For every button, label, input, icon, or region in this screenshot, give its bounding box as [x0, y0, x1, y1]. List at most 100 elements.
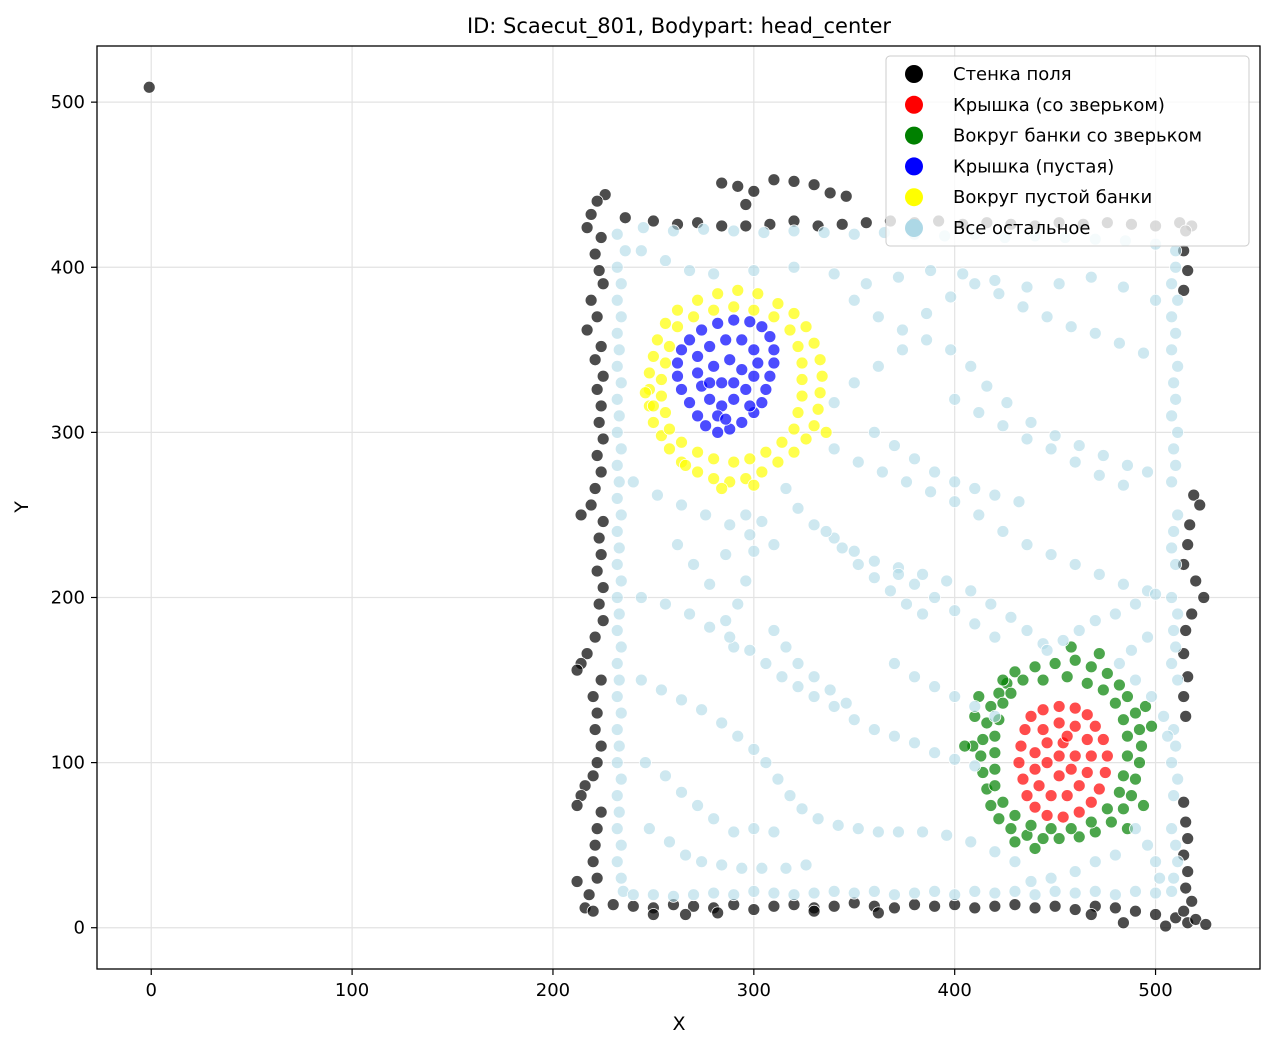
data-point: [646, 416, 660, 429]
data-point: [1088, 614, 1102, 628]
data-point: [703, 376, 717, 390]
data-point: [1088, 326, 1102, 340]
data-point: [1157, 709, 1170, 723]
data-point: [813, 353, 827, 367]
data-point: [715, 219, 729, 233]
data-point: [1004, 822, 1018, 836]
data-point: [596, 614, 610, 628]
data-point: [751, 287, 765, 301]
data-point: [988, 746, 1002, 760]
data-point: [787, 224, 801, 238]
data-point: [1020, 432, 1034, 446]
data-point: [924, 264, 937, 277]
legend-label: Вокруг пустой банки: [953, 187, 1152, 208]
data-point: [675, 383, 688, 396]
data-point: [835, 541, 849, 555]
data-point: [659, 406, 672, 419]
data-point: [1068, 749, 1082, 763]
data-point: [948, 888, 962, 902]
data-point: [715, 858, 729, 872]
data-point: [888, 901, 901, 915]
data-point: [703, 392, 717, 406]
data-point: [731, 597, 745, 611]
data-point: [875, 465, 889, 479]
data-point: [867, 884, 881, 898]
data-point: [610, 293, 624, 307]
data-point: [596, 581, 610, 594]
data-point: [1044, 789, 1058, 803]
legend-label: Стенка поля: [953, 64, 1072, 85]
data-point: [908, 736, 921, 750]
data-point: [859, 216, 873, 230]
data-point: [1064, 762, 1078, 776]
data-point: [799, 858, 813, 872]
data-point: [651, 333, 664, 347]
data-point: [610, 326, 624, 340]
data-point: [695, 855, 708, 869]
data-point: [1092, 647, 1106, 661]
data-point: [699, 508, 713, 522]
data-point: [743, 528, 757, 542]
data-point: [755, 465, 769, 479]
data-point: [992, 287, 1006, 301]
data-point: [1121, 729, 1134, 743]
series-2: [958, 640, 1158, 855]
data-point: [646, 888, 660, 902]
data-point: [819, 425, 833, 439]
data-point: [659, 254, 672, 268]
data-point: [727, 376, 741, 390]
data-point: [596, 515, 610, 528]
data-point: [944, 290, 958, 304]
data-point: [968, 482, 982, 495]
data-point: [723, 630, 737, 644]
data-point: [988, 762, 1002, 776]
data-point: [1004, 686, 1018, 700]
data-point: [703, 620, 717, 634]
data-point: [1129, 884, 1142, 898]
data-point: [791, 657, 805, 670]
data-point: [823, 683, 837, 697]
data-point: [727, 224, 741, 238]
data-point: [659, 597, 672, 611]
data-point: [1139, 700, 1152, 713]
data-point: [795, 373, 809, 386]
data-point: [1165, 657, 1179, 670]
data-point: [1177, 904, 1191, 918]
data-point: [867, 723, 881, 736]
data-point: [1161, 729, 1175, 743]
data-point: [1179, 815, 1193, 829]
data-point: [634, 673, 648, 687]
data-point: [1040, 310, 1054, 324]
data-point: [1032, 779, 1046, 793]
data-point: [1056, 810, 1070, 824]
data-point: [739, 198, 753, 211]
data-point: [867, 571, 881, 585]
data-point: [1117, 802, 1130, 816]
data-point: [908, 670, 921, 684]
data-point: [1028, 842, 1042, 855]
data-point: [612, 739, 626, 753]
data-point: [1121, 458, 1134, 472]
data-point: [612, 805, 626, 819]
data-point: [984, 799, 998, 812]
data-point: [715, 376, 729, 390]
data-point: [1129, 772, 1142, 786]
data-point: [610, 855, 624, 869]
data-point: [948, 752, 962, 766]
data-point: [1028, 762, 1042, 776]
data-point: [1169, 458, 1183, 472]
plot-frame: [96, 45, 1261, 970]
data-point: [1171, 293, 1185, 307]
data-point: [1060, 729, 1074, 743]
data-point: [614, 871, 628, 885]
data-point: [767, 825, 781, 839]
data-point: [1117, 280, 1130, 294]
data-point: [655, 683, 668, 697]
data-point: [1016, 673, 1030, 687]
data-point: [687, 310, 700, 324]
data-point: [767, 899, 781, 913]
data-point: [867, 554, 881, 568]
data-point: [847, 544, 861, 558]
data-point: [747, 264, 761, 277]
data-point: [614, 640, 628, 654]
